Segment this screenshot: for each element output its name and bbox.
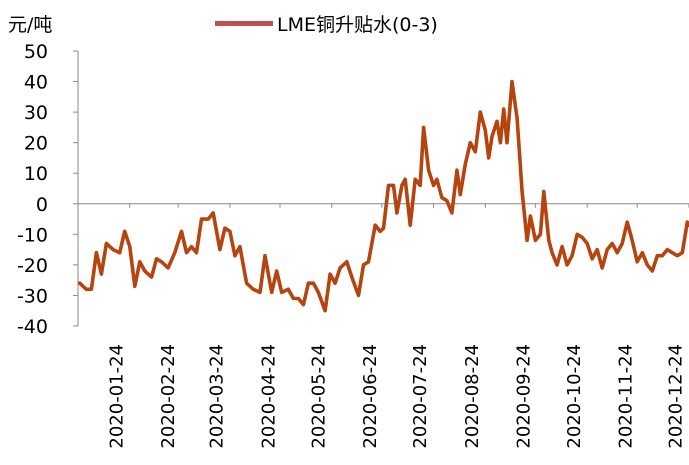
x-tick-label: 2020-04-24 [258,344,279,449]
x-tick-label: 2020-09-24 [514,344,535,449]
x-tick-label: 2020-12-24 [666,344,687,449]
x-tick-label: 2020-08-24 [462,344,483,449]
y-tick-label: 10 [24,163,48,185]
x-tick-label: 2020-07-24 [410,344,431,449]
x-tick-label: 2020-10-24 [564,344,585,449]
x-tick-label: 2020-01-24 [106,344,127,449]
series-line [77,79,689,313]
x-tick-label: 2020-02-24 [158,344,179,449]
y-tick-label: -30 [17,285,48,307]
x-tick-label: 2020-06-24 [360,344,381,449]
legend-label: LME铜升贴水(0-3) [277,13,438,36]
y-tick-label: -20 [17,255,48,277]
y-tick-label: -10 [17,224,48,246]
legend-swatch [215,20,273,26]
y-tick-label: 30 [24,102,48,124]
y-tick-label: -40 [17,316,48,338]
y-tick-label: 20 [24,133,48,155]
x-tick-label: 2020-03-24 [207,344,228,449]
y-tick-label: 0 [36,194,48,216]
y-tick-label: 40 [24,72,48,94]
legend: LME铜升贴水(0-3) [215,10,438,36]
x-tick-label: 2020-11-24 [616,344,637,449]
y-axis-unit-label: 元/吨 [8,14,53,36]
x-tick-label: 2020-05-24 [308,344,329,449]
y-tick-label: 50 [24,41,48,63]
